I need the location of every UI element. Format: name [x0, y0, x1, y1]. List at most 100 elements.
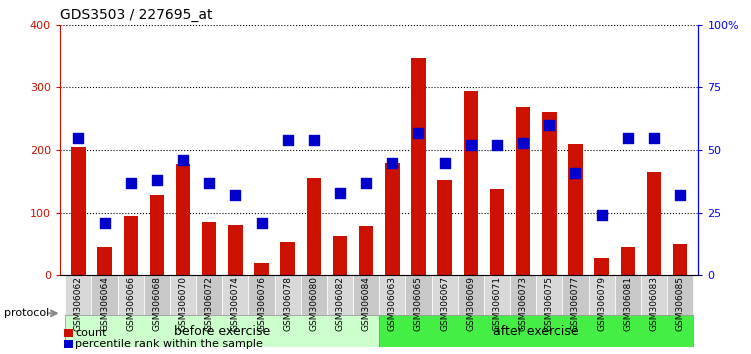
Bar — [280, 242, 295, 275]
Text: percentile rank within the sample: percentile rank within the sample — [75, 339, 263, 349]
Point — [439, 160, 451, 165]
Point — [360, 180, 372, 185]
Text: GSM306074: GSM306074 — [231, 276, 240, 331]
Text: GSM306064: GSM306064 — [100, 276, 109, 331]
Bar — [249, 275, 275, 315]
Point — [204, 180, 216, 185]
Text: GSM306072: GSM306072 — [205, 276, 214, 331]
Text: count: count — [75, 328, 107, 338]
Text: GSM306078: GSM306078 — [283, 276, 292, 331]
Text: GSM306077: GSM306077 — [571, 276, 580, 331]
Text: GSM306065: GSM306065 — [414, 276, 423, 331]
Bar — [143, 275, 170, 315]
Point — [177, 157, 189, 163]
Point — [255, 220, 267, 225]
Bar — [406, 275, 432, 315]
Text: protocol: protocol — [4, 308, 49, 318]
Bar — [641, 275, 667, 315]
Text: GSM306070: GSM306070 — [179, 276, 188, 331]
Point — [596, 212, 608, 218]
Bar — [170, 275, 196, 315]
Bar — [65, 275, 92, 315]
Bar — [255, 263, 269, 275]
Point — [72, 135, 84, 140]
Text: GSM306079: GSM306079 — [597, 276, 606, 331]
Point — [465, 142, 477, 148]
Bar — [490, 189, 504, 275]
Bar — [228, 225, 243, 275]
Bar — [510, 275, 536, 315]
Text: GSM306080: GSM306080 — [309, 276, 318, 331]
Bar — [300, 275, 327, 315]
Point — [308, 137, 320, 143]
Bar — [569, 144, 583, 275]
Bar — [673, 244, 687, 275]
Bar — [149, 195, 164, 275]
Bar — [542, 113, 556, 275]
Bar — [379, 275, 406, 315]
Bar — [647, 172, 661, 275]
Point — [229, 192, 241, 198]
Point — [622, 135, 634, 140]
Text: GSM306085: GSM306085 — [676, 276, 685, 331]
Bar — [536, 275, 562, 315]
Bar — [385, 162, 400, 275]
Bar — [589, 275, 615, 315]
Text: GSM306081: GSM306081 — [623, 276, 632, 331]
Text: GSM306084: GSM306084 — [362, 276, 371, 331]
Bar — [438, 180, 452, 275]
Bar — [98, 247, 112, 275]
Bar — [118, 275, 143, 315]
Bar — [516, 108, 530, 275]
Bar — [458, 275, 484, 315]
Bar — [620, 247, 635, 275]
Bar — [65, 315, 379, 347]
Text: GSM306082: GSM306082 — [336, 276, 345, 331]
Point — [517, 140, 529, 145]
Point — [412, 130, 424, 135]
Point — [648, 135, 660, 140]
Text: GSM306076: GSM306076 — [257, 276, 266, 331]
Text: GSM306071: GSM306071 — [493, 276, 502, 331]
Bar — [222, 275, 249, 315]
Bar — [353, 275, 379, 315]
Bar — [432, 275, 458, 315]
Point — [98, 220, 110, 225]
Text: before exercise: before exercise — [174, 325, 270, 338]
Point — [125, 180, 137, 185]
Point — [543, 122, 555, 128]
Point — [491, 142, 503, 148]
Text: GSM306066: GSM306066 — [126, 276, 135, 331]
Point — [674, 192, 686, 198]
Bar — [463, 91, 478, 275]
Bar — [667, 275, 693, 315]
Bar — [562, 275, 589, 315]
Bar — [202, 222, 216, 275]
Bar — [412, 58, 426, 275]
Text: GSM306062: GSM306062 — [74, 276, 83, 331]
Bar — [306, 178, 321, 275]
Bar — [92, 275, 118, 315]
Bar — [595, 258, 609, 275]
Text: GSM306075: GSM306075 — [544, 276, 553, 331]
Point — [386, 160, 398, 165]
Text: GSM306063: GSM306063 — [388, 276, 397, 331]
Text: GDS3503 / 227695_at: GDS3503 / 227695_at — [60, 8, 213, 22]
Text: GSM306083: GSM306083 — [650, 276, 659, 331]
Bar — [359, 227, 373, 275]
Text: GSM306067: GSM306067 — [440, 276, 449, 331]
Bar — [275, 275, 300, 315]
Text: GSM306073: GSM306073 — [519, 276, 528, 331]
Bar — [484, 275, 510, 315]
Text: after exercise: after exercise — [493, 325, 579, 338]
Point — [569, 170, 581, 176]
Text: GSM306068: GSM306068 — [152, 276, 161, 331]
Text: GSM306069: GSM306069 — [466, 276, 475, 331]
Bar — [71, 147, 86, 275]
Bar — [333, 236, 347, 275]
Bar — [176, 164, 190, 275]
Bar — [196, 275, 222, 315]
Point — [334, 190, 346, 195]
Bar — [379, 315, 693, 347]
Point — [151, 177, 163, 183]
